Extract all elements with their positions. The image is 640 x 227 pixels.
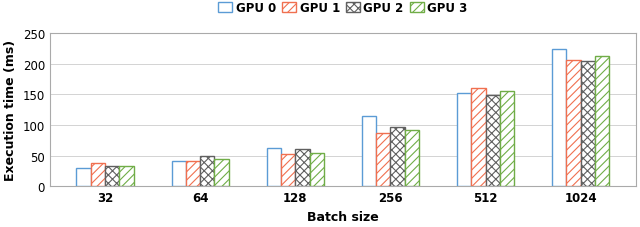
Bar xyxy=(186,162,200,187)
Bar xyxy=(281,154,295,187)
Bar xyxy=(76,168,91,187)
Bar xyxy=(404,131,419,187)
Bar xyxy=(500,92,514,187)
Bar xyxy=(390,127,404,187)
Bar xyxy=(119,166,134,187)
Bar xyxy=(310,154,324,187)
Bar xyxy=(566,61,580,187)
Bar xyxy=(457,93,471,187)
Bar xyxy=(214,160,228,187)
Bar xyxy=(200,157,214,187)
Legend: GPU 0, GPU 1, GPU 2, GPU 3: GPU 0, GPU 1, GPU 2, GPU 3 xyxy=(218,2,468,15)
Bar xyxy=(552,50,566,187)
Bar xyxy=(376,133,390,187)
Bar xyxy=(362,116,376,187)
X-axis label: Batch size: Batch size xyxy=(307,210,379,223)
Bar xyxy=(295,149,310,187)
Bar xyxy=(267,148,281,187)
Bar xyxy=(105,166,119,187)
Y-axis label: Execution time (ms): Execution time (ms) xyxy=(4,40,17,180)
Bar xyxy=(595,57,609,187)
Bar xyxy=(471,89,486,187)
Bar xyxy=(91,163,105,187)
Bar xyxy=(580,62,595,187)
Bar xyxy=(486,96,500,187)
Bar xyxy=(172,161,186,187)
